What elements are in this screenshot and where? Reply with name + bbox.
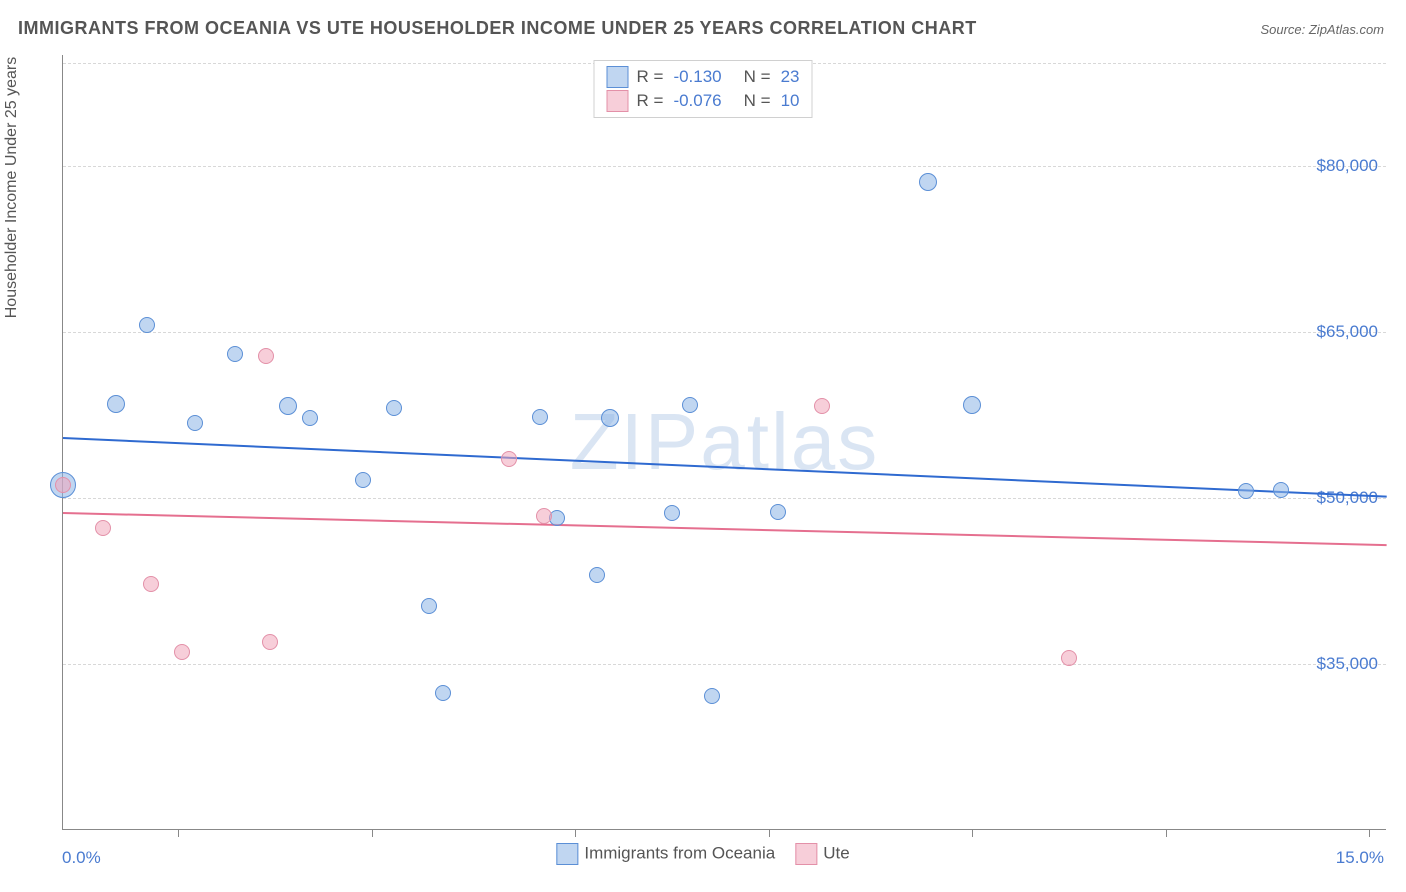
r-label: R = [637, 65, 664, 89]
data-point [589, 567, 605, 583]
x-axis-max-label: 15.0% [1336, 848, 1384, 868]
legend-series-item: Immigrants from Oceania [556, 843, 775, 865]
data-point [355, 472, 371, 488]
data-point [107, 395, 125, 413]
legend-swatch [556, 843, 578, 865]
data-point [55, 477, 71, 493]
legend-stat-row: R = -0.130 N = 23 [607, 65, 800, 89]
r-value: -0.076 [673, 89, 721, 113]
x-tick [1166, 829, 1167, 837]
series-name: Ute [823, 843, 849, 862]
legend-series-item: Ute [795, 843, 849, 865]
x-tick [372, 829, 373, 837]
data-point [258, 348, 274, 364]
x-axis-min-label: 0.0% [62, 848, 101, 868]
n-label: N = [744, 89, 771, 113]
watermark-text: ZIPatlas [570, 396, 879, 488]
n-value: 23 [781, 65, 800, 89]
data-point [682, 397, 698, 413]
n-label: N = [744, 65, 771, 89]
x-tick [1369, 829, 1370, 837]
r-label: R = [637, 89, 664, 113]
legend-stats-box: R = -0.130 N = 23 R = -0.076 N = 10 [594, 60, 813, 118]
gridline [63, 332, 1386, 333]
data-point [187, 415, 203, 431]
data-point [262, 634, 278, 650]
data-point [664, 505, 680, 521]
data-point [770, 504, 786, 520]
data-point [536, 508, 552, 524]
data-point [95, 520, 111, 536]
data-point [174, 644, 190, 660]
regression-line [63, 437, 1387, 498]
data-point [139, 317, 155, 333]
series-name: Immigrants from Oceania [584, 843, 775, 862]
data-point [704, 688, 720, 704]
x-tick [972, 829, 973, 837]
data-point [1273, 482, 1289, 498]
y-tick-label: $80,000 [1317, 156, 1378, 176]
r-value: -0.130 [673, 65, 721, 89]
legend-swatch [607, 90, 629, 112]
n-value: 10 [781, 89, 800, 113]
legend-swatch [607, 66, 629, 88]
data-point [919, 173, 937, 191]
data-point [532, 409, 548, 425]
gridline [63, 166, 1386, 167]
regression-line [63, 512, 1387, 546]
y-tick-label: $35,000 [1317, 654, 1378, 674]
data-point [1238, 483, 1254, 499]
data-point [601, 409, 619, 427]
y-tick-label: $50,000 [1317, 488, 1378, 508]
data-point [963, 396, 981, 414]
x-tick [769, 829, 770, 837]
data-point [302, 410, 318, 426]
data-point [143, 576, 159, 592]
data-point [227, 346, 243, 362]
source-attribution: Source: ZipAtlas.com [1260, 22, 1384, 37]
gridline [63, 498, 1386, 499]
legend-series-box: Immigrants from Oceania Ute [556, 843, 849, 865]
legend-swatch [795, 843, 817, 865]
data-point [814, 398, 830, 414]
chart-plot-area: ZIPatlas $35,000 $50,000 $65,000 $80,000 [62, 55, 1386, 830]
chart-title: IMMIGRANTS FROM OCEANIA VS UTE HOUSEHOLD… [18, 18, 977, 39]
y-axis-title: Householder Income Under 25 years [3, 57, 21, 318]
gridline [63, 664, 1386, 665]
data-point [386, 400, 402, 416]
x-tick [575, 829, 576, 837]
data-point [421, 598, 437, 614]
data-point [501, 451, 517, 467]
y-tick-label: $65,000 [1317, 322, 1378, 342]
legend-stat-row: R = -0.076 N = 10 [607, 89, 800, 113]
x-tick [178, 829, 179, 837]
data-point [1061, 650, 1077, 666]
data-point [435, 685, 451, 701]
data-point [279, 397, 297, 415]
